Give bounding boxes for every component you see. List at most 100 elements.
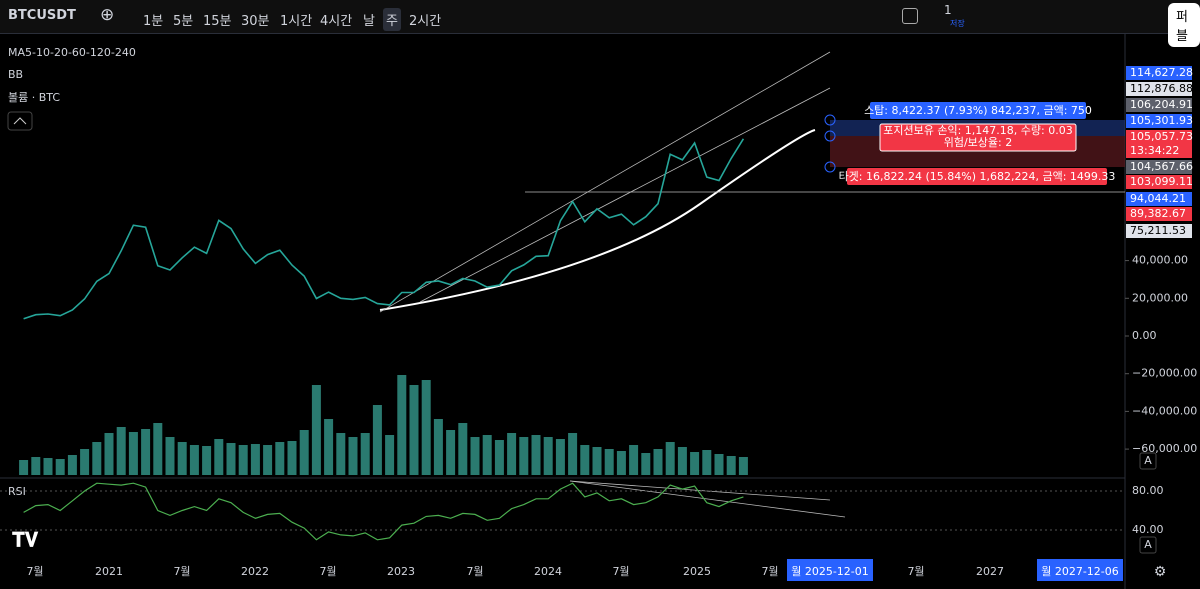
- price-tick-label: −20,000.00: [1132, 367, 1197, 380]
- scale-button-bg: [1139, 536, 1157, 554]
- scale-button-bg: [1139, 452, 1157, 470]
- handle[interactable]: [824, 130, 836, 142]
- volume-bar: [592, 447, 602, 475]
- pnl-label: 포지션보유 손익: 1,147.18, 수량: 0.03: [883, 124, 1072, 137]
- time-label: 7월: [319, 565, 336, 578]
- volume-bar: [19, 460, 29, 475]
- interval[interactable]: 주: [383, 8, 401, 31]
- volume-bar: [494, 440, 504, 475]
- time-label: 월 2025-12-01: [791, 565, 869, 578]
- ma-legend: MA5-10-20-60-120-240: [8, 46, 136, 59]
- volume-bar: [202, 446, 212, 475]
- volume-bar: [92, 442, 102, 475]
- rsi-line: [23, 482, 744, 541]
- price-tick-label: 20,000.00: [1132, 291, 1188, 304]
- interval[interactable]: 1시간: [280, 14, 313, 29]
- volume-bar: [653, 449, 663, 475]
- interval[interactable]: 1분: [143, 14, 164, 29]
- volume-bar: [397, 375, 407, 475]
- volume-bar: [214, 439, 224, 475]
- price-label: 106,204.91: [1130, 98, 1193, 111]
- volume-legend: 볼륨 · BTC: [8, 91, 60, 104]
- interval[interactable]: 30분: [241, 14, 270, 29]
- price-label: 94,044.21: [1130, 192, 1186, 205]
- volume-bar: [690, 452, 700, 475]
- interval[interactable]: 날: [363, 14, 375, 29]
- price-label: 104,567.66: [1130, 160, 1193, 173]
- target-label-bg: [847, 168, 1107, 185]
- price-label-bg: [1126, 224, 1192, 238]
- interval[interactable]: 15분: [203, 14, 232, 29]
- price-label: 114,627.28: [1130, 66, 1193, 79]
- volume-bar: [641, 453, 651, 475]
- price-label: 105,057.73: [1130, 130, 1193, 143]
- volume-bar: [543, 437, 553, 475]
- channel-line: [379, 51, 831, 313]
- interval[interactable]: 5분: [173, 14, 194, 29]
- volume-bar: [482, 435, 492, 475]
- price-label-bg: [1126, 82, 1192, 96]
- volume-bar: [128, 432, 138, 475]
- volume-bar: [67, 455, 77, 475]
- price-label-bg: [1126, 130, 1192, 144]
- time-label: 7월: [466, 565, 483, 578]
- volume-bar: [372, 405, 382, 475]
- volume-bar: [250, 444, 260, 475]
- price-label-bg: [1126, 114, 1192, 128]
- publish[interactable]: 퍼블: [1168, 3, 1200, 47]
- save[interactable]: 저장: [950, 19, 965, 28]
- volume-bar: [324, 419, 334, 475]
- price-label: 103,099.11: [1130, 175, 1193, 188]
- price-label-bg: [1126, 98, 1192, 112]
- price-label-bg: [1126, 192, 1192, 206]
- time-label: 2027: [976, 565, 1004, 578]
- scale-button[interactable]: A: [1144, 454, 1152, 467]
- chart: MA5-10-20-60-120-240 BB 볼륨 · BTC RSI 스탑:…: [0, 34, 1197, 589]
- collapse-button[interactable]: [7, 111, 33, 131]
- trend-curve: [379, 129, 816, 311]
- time-label: 7월: [761, 565, 778, 578]
- time-label: 7월: [26, 565, 43, 578]
- countdown-bg: [1126, 144, 1192, 158]
- add-symbol[interactable]: ⊕: [100, 5, 115, 25]
- interval[interactable]: 4시간: [320, 14, 353, 29]
- price-tick-label: 0.00: [1132, 329, 1157, 342]
- time-label: 2022: [241, 565, 269, 578]
- scale-button[interactable]: A: [1144, 538, 1152, 551]
- volume-bar: [226, 443, 236, 475]
- volume-bar: [604, 449, 614, 475]
- rsi-trend: [569, 480, 846, 518]
- volume-bar: [153, 423, 163, 475]
- settings[interactable]: ⚙: [1154, 564, 1167, 580]
- symbol[interactable]: BTCUSDT: [8, 8, 76, 23]
- volume-bar: [446, 430, 456, 475]
- layout-icon[interactable]: [902, 8, 918, 24]
- volume-bar: [360, 433, 370, 475]
- volume-bar: [714, 454, 724, 475]
- volume-bar: [409, 385, 419, 475]
- volume-bar: [519, 437, 529, 475]
- pnl-label-bg: [879, 123, 1077, 152]
- price-label: 89,382.67: [1130, 207, 1186, 220]
- volume-bar: [568, 433, 578, 475]
- price-tick-label: −60,000.00: [1132, 442, 1197, 455]
- price-label-bg: [1126, 160, 1192, 174]
- handle[interactable]: [824, 161, 836, 173]
- stop-label: 스탑: 8,422.37 (7.93%) 842,237, 금액: 750: [864, 104, 1092, 117]
- volume-bar: [116, 427, 126, 475]
- volume-bar: [702, 450, 712, 475]
- interval[interactable]: 2시간: [409, 14, 442, 29]
- volume-bar: [189, 445, 199, 475]
- time-label: 7월: [612, 565, 629, 578]
- time-label: 7월: [907, 565, 924, 578]
- price-label-bg: [1126, 66, 1192, 80]
- volume-bar: [275, 442, 285, 475]
- volume-bar: [263, 445, 273, 475]
- collapse-icon: [13, 117, 27, 125]
- handle[interactable]: [824, 114, 836, 126]
- volume-bar: [677, 447, 687, 475]
- time-highlight: [1037, 559, 1123, 581]
- layout-count[interactable]: 1: [944, 3, 952, 17]
- volume-bar: [348, 437, 358, 475]
